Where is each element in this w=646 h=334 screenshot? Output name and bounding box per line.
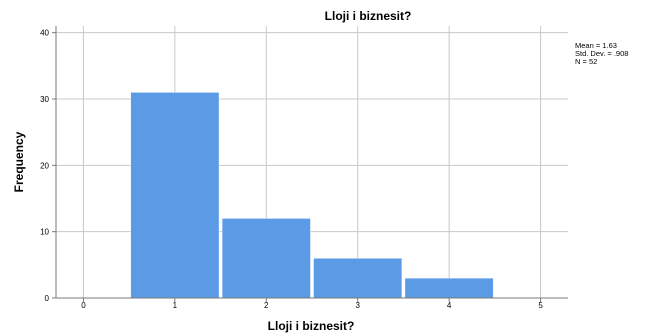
y-tick-label: 10 [40, 228, 49, 237]
axes-layer [55, 26, 568, 299]
x-tick-label: 5 [538, 301, 543, 310]
y-tick-label: 30 [40, 95, 49, 104]
x-tick-label: 1 [173, 301, 178, 310]
y-tick-label: 40 [40, 29, 49, 38]
ticks-layer: 0 1 2 3 4 5 0 10 20 30 40 [40, 29, 543, 310]
x-tick-label: 4 [447, 301, 452, 310]
chart-title: Lloji i biznesit? [325, 9, 412, 23]
histogram-bar [313, 257, 403, 299]
x-tick-label: 2 [264, 301, 269, 310]
y-tick-label: 0 [45, 294, 50, 303]
stats-box: Mean = 1.63 Std. Dev. = .908 N = 52 [575, 41, 628, 66]
histogram-bar [221, 218, 311, 299]
y-axis-title: Frequency [12, 131, 26, 192]
x-tick-label: 3 [355, 301, 360, 310]
x-axis-title: Lloji i biznesit? [268, 319, 355, 333]
histogram-bar [130, 92, 220, 299]
x-tick-label: 0 [81, 301, 86, 310]
stat-mean: Mean = 1.63 [575, 41, 617, 50]
bars-layer [130, 92, 494, 299]
stat-n: N = 52 [575, 57, 597, 66]
histogram-bar [404, 277, 494, 299]
stat-std-dev: Std. Dev. = .908 [575, 49, 628, 58]
y-tick-label: 20 [40, 161, 49, 170]
